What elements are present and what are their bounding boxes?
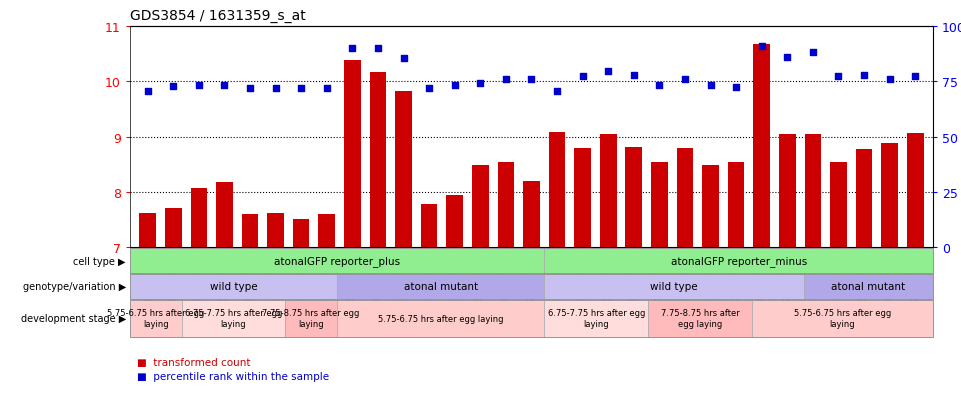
Text: 7.75-8.75 hrs after egg
laying: 7.75-8.75 hrs after egg laying: [262, 309, 359, 328]
Bar: [318, 215, 335, 248]
Point: [473, 81, 488, 87]
Bar: [370, 73, 386, 248]
Bar: [293, 219, 309, 248]
Bar: [600, 135, 617, 248]
Point: [191, 83, 207, 89]
Bar: [498, 162, 514, 248]
Bar: [804, 135, 822, 248]
Text: 6.75-7.75 hrs after egg
laying: 6.75-7.75 hrs after egg laying: [185, 309, 283, 328]
Point: [626, 72, 641, 79]
Point: [165, 83, 181, 90]
Bar: [523, 182, 540, 248]
Text: cell type ▶: cell type ▶: [73, 256, 126, 266]
Text: GDS3854 / 1631359_s_at: GDS3854 / 1631359_s_at: [130, 9, 306, 23]
Point: [268, 86, 283, 93]
Text: atonalGFP reporter_minus: atonalGFP reporter_minus: [671, 256, 807, 266]
Bar: [881, 144, 898, 248]
Point: [652, 83, 667, 89]
Text: atonal mutant: atonal mutant: [831, 282, 905, 292]
Bar: [241, 215, 259, 248]
Text: development stage ▶: development stage ▶: [20, 313, 126, 323]
Point: [907, 73, 923, 80]
Bar: [395, 92, 412, 248]
Bar: [677, 148, 693, 248]
Bar: [446, 195, 463, 248]
Bar: [830, 162, 847, 248]
Point: [498, 76, 513, 83]
Point: [728, 84, 744, 91]
Point: [830, 73, 846, 80]
Point: [345, 45, 360, 52]
Text: wild type: wild type: [209, 282, 258, 292]
Point: [779, 55, 795, 62]
Text: ■  percentile rank within the sample: ■ percentile rank within the sample: [137, 371, 330, 381]
Point: [754, 44, 770, 50]
Text: atonal mutant: atonal mutant: [404, 282, 478, 292]
Text: 5.75-6.75 hrs after egg
laying: 5.75-6.75 hrs after egg laying: [794, 309, 891, 328]
Point: [550, 89, 565, 95]
Text: atonalGFP reporter_plus: atonalGFP reporter_plus: [274, 256, 400, 266]
Bar: [421, 205, 437, 248]
Bar: [727, 162, 745, 248]
Text: ■  transformed count: ■ transformed count: [137, 358, 251, 368]
Point: [370, 45, 385, 52]
Point: [217, 83, 233, 89]
Bar: [267, 214, 283, 248]
Point: [702, 83, 718, 89]
Bar: [651, 162, 668, 248]
Point: [140, 89, 156, 95]
Point: [396, 56, 411, 62]
Point: [524, 76, 539, 83]
Bar: [472, 166, 488, 248]
Point: [422, 86, 437, 93]
Point: [856, 72, 872, 79]
Text: 6.75-7.75 hrs after egg
laying: 6.75-7.75 hrs after egg laying: [548, 309, 645, 328]
Point: [805, 50, 821, 57]
Text: 7.75-8.75 hrs after
egg laying: 7.75-8.75 hrs after egg laying: [660, 309, 739, 328]
Bar: [753, 45, 770, 248]
Bar: [216, 183, 233, 248]
Text: 5.75-6.75 hrs after egg laying: 5.75-6.75 hrs after egg laying: [378, 314, 504, 323]
Bar: [779, 135, 796, 248]
Point: [678, 76, 693, 83]
Point: [293, 86, 308, 93]
Bar: [907, 133, 924, 248]
Point: [242, 86, 258, 93]
Bar: [344, 61, 360, 248]
Point: [447, 83, 462, 89]
Bar: [626, 147, 642, 248]
Bar: [702, 166, 719, 248]
Bar: [855, 150, 873, 248]
Text: 5.75-6.75 hrs after egg
laying: 5.75-6.75 hrs after egg laying: [107, 309, 205, 328]
Text: genotype/variation ▶: genotype/variation ▶: [23, 282, 126, 292]
Point: [601, 69, 616, 76]
Bar: [165, 208, 182, 248]
Point: [575, 73, 590, 80]
Point: [319, 86, 334, 93]
Text: wild type: wild type: [651, 282, 698, 292]
Bar: [139, 214, 156, 248]
Bar: [575, 148, 591, 248]
Bar: [549, 133, 565, 248]
Point: [882, 76, 898, 83]
Bar: [190, 188, 208, 248]
